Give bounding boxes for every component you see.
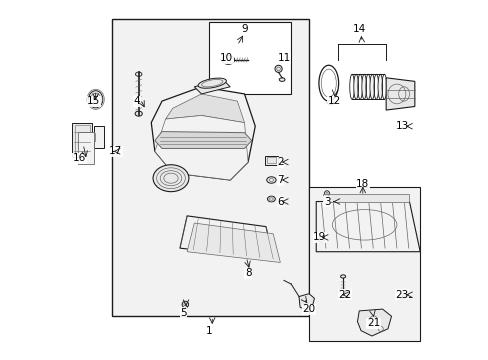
Bar xyxy=(112,19,308,316)
Ellipse shape xyxy=(269,179,273,181)
Bar xyxy=(308,187,419,341)
Ellipse shape xyxy=(274,65,282,72)
Text: 10: 10 xyxy=(220,53,233,63)
Text: 2: 2 xyxy=(277,157,283,167)
Ellipse shape xyxy=(340,275,345,278)
Bar xyxy=(78,132,94,164)
Bar xyxy=(90,134,94,140)
Text: 1: 1 xyxy=(205,325,211,336)
Text: 11: 11 xyxy=(277,53,290,63)
Text: 17: 17 xyxy=(108,146,122,156)
Ellipse shape xyxy=(279,78,285,81)
Ellipse shape xyxy=(369,74,374,99)
Text: 13: 13 xyxy=(395,121,408,131)
Text: 7: 7 xyxy=(277,175,283,185)
Ellipse shape xyxy=(135,111,142,116)
Text: 18: 18 xyxy=(355,179,369,189)
Ellipse shape xyxy=(267,196,275,202)
Text: 12: 12 xyxy=(327,96,340,106)
Text: 23: 23 xyxy=(395,290,408,300)
Text: 15: 15 xyxy=(87,96,101,106)
Text: 16: 16 xyxy=(73,153,86,163)
Ellipse shape xyxy=(153,165,188,192)
Ellipse shape xyxy=(361,74,366,99)
Text: 8: 8 xyxy=(244,268,251,278)
Bar xyxy=(94,126,104,148)
Ellipse shape xyxy=(377,74,382,99)
Ellipse shape xyxy=(398,294,405,299)
Text: 14: 14 xyxy=(352,24,365,35)
Ellipse shape xyxy=(88,91,102,108)
Ellipse shape xyxy=(269,198,273,200)
Polygon shape xyxy=(194,80,230,94)
Polygon shape xyxy=(180,216,273,259)
Text: 22: 22 xyxy=(338,290,351,300)
Ellipse shape xyxy=(353,74,358,99)
Ellipse shape xyxy=(325,198,328,200)
Text: 3: 3 xyxy=(323,197,329,207)
Polygon shape xyxy=(155,132,251,148)
Ellipse shape xyxy=(326,101,333,105)
Bar xyxy=(208,22,290,94)
Polygon shape xyxy=(316,202,419,252)
Bar xyxy=(266,157,275,163)
Text: 5: 5 xyxy=(180,308,186,318)
Bar xyxy=(264,156,277,165)
Text: 21: 21 xyxy=(366,319,380,328)
Text: 20: 20 xyxy=(302,304,315,314)
Polygon shape xyxy=(151,87,255,180)
Ellipse shape xyxy=(135,72,142,76)
Ellipse shape xyxy=(222,55,234,64)
Text: 19: 19 xyxy=(312,232,326,242)
Polygon shape xyxy=(323,194,408,202)
Bar xyxy=(72,123,92,157)
Ellipse shape xyxy=(266,177,276,183)
Polygon shape xyxy=(165,94,244,123)
Text: 6: 6 xyxy=(277,197,283,207)
Text: 4: 4 xyxy=(133,96,140,106)
Ellipse shape xyxy=(318,236,324,242)
Polygon shape xyxy=(357,309,391,336)
Polygon shape xyxy=(155,116,247,180)
Ellipse shape xyxy=(182,301,188,308)
Polygon shape xyxy=(187,223,280,262)
Polygon shape xyxy=(298,294,314,310)
Ellipse shape xyxy=(324,191,329,196)
Bar xyxy=(74,126,89,154)
Text: 9: 9 xyxy=(241,24,247,35)
Ellipse shape xyxy=(198,78,226,88)
Polygon shape xyxy=(386,78,414,110)
